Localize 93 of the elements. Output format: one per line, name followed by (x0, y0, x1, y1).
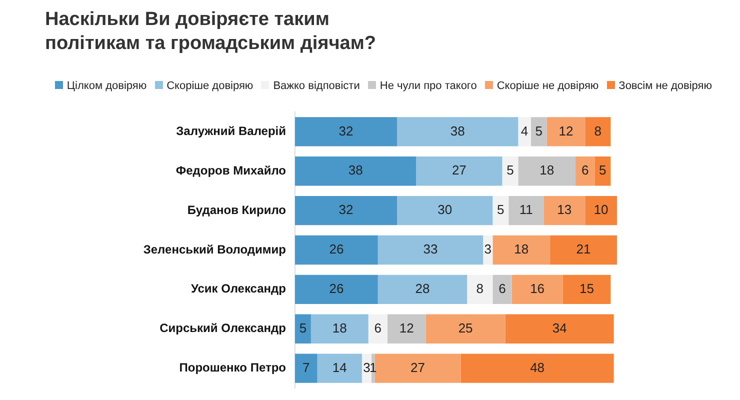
bar (295, 156, 416, 186)
y-tick-label: Федоров Михайло (176, 163, 286, 178)
y-tick-label: Залужний Валерій (176, 124, 286, 138)
data-label: 18 (514, 242, 529, 257)
data-label: 21 (576, 242, 591, 257)
bar (505, 314, 614, 344)
y-tick-label: Сирський Олександр (160, 321, 286, 336)
data-label: 12 (399, 320, 414, 336)
data-label: 10 (594, 202, 608, 218)
bar (317, 354, 362, 383)
data-label: 8 (594, 123, 602, 138)
y-tick-label: Буданов Кирило (187, 202, 286, 217)
bar (585, 117, 611, 146)
bar (460, 354, 614, 383)
legend-label: Скоріше довіряю (166, 80, 254, 92)
data-label: 28 (415, 281, 430, 296)
data-label: 14 (332, 360, 347, 375)
bar (518, 156, 576, 186)
data-label: 4 (520, 123, 528, 138)
data-label: 3 (484, 242, 492, 257)
legend-label: Цілком довіряю (66, 80, 147, 92)
data-label: 11 (519, 202, 533, 218)
data-label: 33 (423, 242, 438, 257)
bar (492, 235, 550, 265)
bar (492, 274, 512, 304)
legend-label: Скоріше не довіряю (496, 80, 599, 92)
data-label: 5 (506, 162, 514, 178)
data-label: 32 (338, 123, 354, 138)
y-tick-label: Порошенко Петро (179, 360, 286, 375)
bar (374, 354, 461, 383)
data-label: 26 (329, 281, 344, 296)
data-label: 30 (438, 202, 452, 218)
bar (562, 274, 611, 304)
bar (426, 314, 506, 344)
bar (368, 314, 388, 344)
data-label: 34 (552, 320, 567, 336)
data-label: 27 (452, 162, 466, 178)
bar (378, 274, 468, 304)
data-label: 6 (498, 281, 506, 296)
bar (295, 235, 378, 265)
legend-label: Зовсім не довіряю (618, 80, 712, 92)
data-label: 15 (579, 281, 594, 296)
data-label: 38 (450, 123, 465, 138)
data-label: 27 (410, 360, 425, 375)
bar (416, 156, 502, 186)
legend-label: Важко відповісти (272, 80, 360, 92)
bar (585, 196, 617, 226)
data-label: 6 (374, 320, 382, 336)
chart-title: Наскільки Ви довіряєте таким політикам та громадським діячам? (45, 8, 378, 56)
bar (518, 117, 531, 146)
y-tick-label: Зеленський Володимир (143, 242, 286, 256)
bar (544, 196, 586, 226)
data-label: 3 (363, 360, 370, 375)
bar (378, 235, 484, 265)
bar (387, 314, 426, 344)
data-label: 32 (338, 202, 354, 218)
bar (295, 274, 378, 304)
data-label: 5 (299, 320, 307, 336)
bar (594, 156, 611, 186)
bar (576, 156, 595, 186)
bar (467, 274, 493, 304)
y-tick-label: Усик Олександр (191, 282, 286, 296)
data-label: 6 (582, 162, 589, 178)
bar (550, 235, 617, 265)
data-label: 16 (530, 281, 545, 296)
bar (310, 314, 368, 344)
bar (508, 196, 544, 226)
data-label: 5 (535, 123, 543, 138)
bar (530, 117, 547, 146)
legend-label: Не чули про такого (378, 80, 477, 92)
bar (295, 196, 398, 226)
data-label: 7 (302, 360, 310, 375)
data-label: 26 (329, 242, 344, 257)
bar (295, 354, 318, 383)
data-label: 18 (332, 320, 347, 336)
data-label: 13 (557, 202, 572, 218)
data-label: 12 (558, 123, 574, 138)
bar (397, 196, 493, 226)
bar (512, 274, 563, 304)
bar (295, 117, 398, 146)
data-label: 5 (599, 162, 606, 178)
data-label: 48 (530, 360, 545, 375)
data-label: 25 (458, 320, 473, 336)
data-label: 8 (476, 281, 484, 296)
data-label: 18 (540, 162, 554, 178)
data-label: 38 (348, 162, 363, 178)
bar (546, 117, 586, 146)
bar (492, 196, 509, 226)
data-label: 5 (497, 202, 504, 218)
bar (295, 314, 311, 344)
bar (502, 156, 518, 186)
data-label: 1 (369, 360, 377, 375)
bar (397, 117, 518, 146)
